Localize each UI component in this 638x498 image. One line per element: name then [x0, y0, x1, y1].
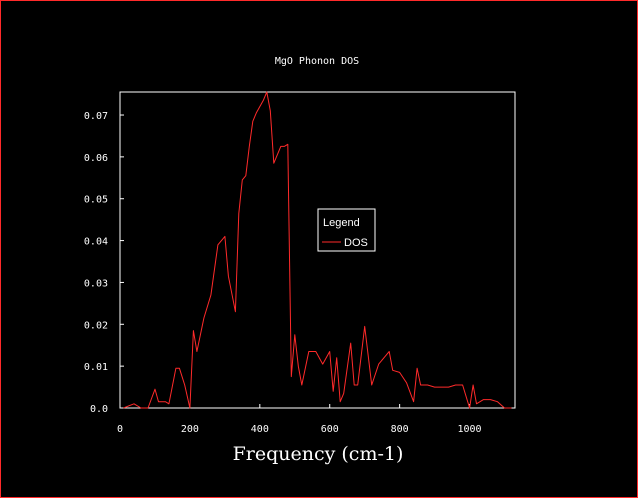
series-line-dos	[123, 91, 512, 409]
x-axis-label: Frequency (cm-1)	[233, 443, 404, 465]
y-tick-label: 0.06	[84, 153, 108, 164]
chart-title: MgO Phonon DOS	[275, 56, 359, 67]
x-tick-label: 200	[181, 424, 199, 435]
y-tick-label: 0.02	[84, 320, 108, 331]
y-tick-label: 0.0	[90, 404, 108, 415]
y-tick-label: 0.04	[84, 237, 108, 248]
y-axis: 0.0 0.01 0.02 0.03 0.04 0.05 0.06 0.07	[84, 111, 124, 415]
x-tick-label: 400	[251, 424, 269, 435]
legend-title: Legend	[323, 217, 360, 229]
plot-area	[119, 91, 516, 409]
y-tick-label: 0.05	[84, 195, 108, 206]
x-tick-label: 600	[321, 424, 339, 435]
series-layer	[123, 91, 512, 409]
x-axis: 0 200 400 600 800 1000	[117, 404, 482, 435]
y-tick-label: 0.03	[84, 278, 108, 289]
legend-entry-dos: DOS	[344, 237, 368, 249]
x-tick-label: 800	[391, 424, 409, 435]
y-tick-label: 0.07	[84, 111, 108, 122]
x-tick-label: 0	[117, 424, 123, 435]
legend-box	[317, 208, 376, 252]
legend: Legend DOS	[317, 208, 376, 252]
y-tick-label: 0.01	[84, 362, 108, 373]
x-tick-label: 1000	[458, 424, 482, 435]
